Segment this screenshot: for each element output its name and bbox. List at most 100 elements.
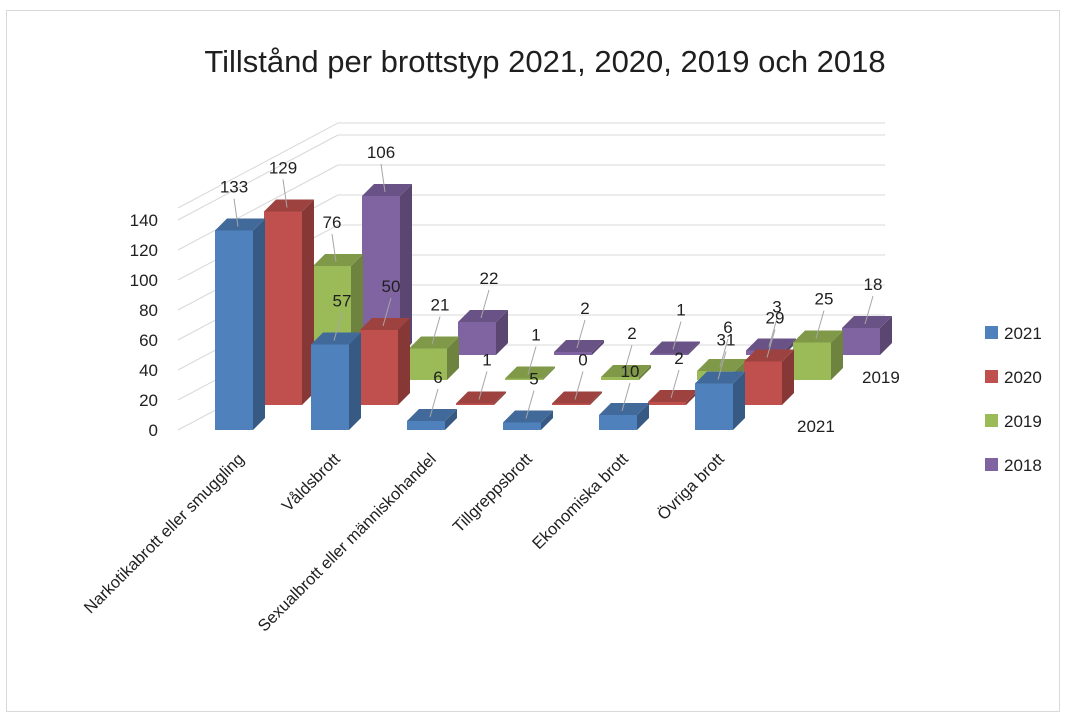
bar-front	[793, 342, 831, 380]
data-label: 0	[578, 351, 587, 370]
leader-line	[480, 289, 490, 319]
bar-side	[445, 409, 457, 430]
bar-top	[458, 310, 508, 322]
data-label: 1	[531, 326, 540, 345]
data-label: 6	[433, 368, 442, 387]
bar-2018-5	[842, 316, 892, 355]
data-label: 133	[220, 178, 248, 197]
bar-side	[733, 371, 745, 430]
bar-front	[311, 344, 349, 430]
bar-top	[264, 199, 314, 212]
leader-line	[331, 233, 337, 263]
bar-top	[456, 391, 506, 404]
bar-front	[744, 361, 782, 405]
leader-line	[525, 390, 535, 419]
data-label: 6	[723, 318, 732, 337]
y-tick-label: 20	[139, 391, 158, 410]
data-label: 29	[766, 309, 785, 328]
bar-2021-1	[311, 332, 361, 430]
category-label: Sexualbrott eller människohandel	[255, 450, 440, 635]
leader-line	[382, 297, 392, 327]
bar-side	[400, 184, 412, 355]
bar-front	[552, 403, 590, 405]
category-label: Våldsbrott	[279, 450, 345, 516]
data-label: 2	[580, 299, 589, 318]
data-label: 2	[674, 349, 683, 368]
y-tick-label: 80	[139, 301, 158, 320]
bar-2018-2	[554, 340, 604, 355]
leader-line	[623, 344, 633, 374]
bar-side	[541, 410, 553, 430]
bar-front	[650, 353, 688, 355]
data-label: 18	[864, 275, 883, 294]
bar-2019-5	[793, 330, 843, 380]
bar-top	[793, 330, 843, 343]
depth-axis-label: 2019	[862, 368, 900, 387]
chart-title: Tillstånd per brottstyp 2021, 2020, 2019…	[204, 44, 885, 79]
bar-front	[842, 328, 880, 355]
bar-2021-2	[407, 409, 457, 430]
depth-axis-label: 2021	[797, 417, 835, 436]
bar-top	[505, 366, 555, 379]
bar-top	[744, 349, 794, 362]
bar-2020-2	[456, 391, 506, 405]
bar-top	[601, 365, 651, 377]
category-label: Övriga brott	[654, 450, 728, 524]
leader-line	[670, 369, 680, 399]
data-label: 57	[333, 292, 352, 311]
leader-line	[717, 351, 727, 380]
bar-top	[407, 409, 457, 421]
bar-side	[253, 218, 265, 430]
bar-front	[458, 322, 496, 355]
bar-side	[398, 318, 410, 405]
y-axis-ticks: 0 20 40 60 80 100 120 140	[130, 211, 158, 440]
data-label: 1	[482, 351, 491, 370]
bar-side	[637, 403, 649, 430]
legend-item-2018: 2018	[985, 456, 1042, 475]
bar-top	[362, 184, 412, 196]
data-label: 5	[529, 370, 538, 389]
data-label: 50	[382, 277, 401, 296]
bar-top	[842, 316, 892, 328]
bar-front	[264, 211, 302, 405]
bar-2019-1	[409, 336, 459, 380]
bar-2021-3	[503, 410, 553, 430]
leader-line	[621, 382, 631, 412]
bar-front	[505, 378, 543, 380]
y-tick-label: 100	[130, 271, 158, 290]
legend-swatch	[985, 414, 998, 427]
leader-line	[766, 329, 776, 358]
legend-item-2021: 2021	[985, 324, 1042, 343]
bar-2020-1	[360, 318, 410, 405]
bar-side	[447, 336, 459, 380]
bar-top	[215, 218, 265, 231]
bar-side	[494, 391, 506, 405]
legend-swatch	[985, 370, 998, 383]
bar-top	[311, 332, 361, 345]
data-label: 21	[431, 296, 450, 315]
bar-side	[592, 340, 604, 355]
data-label: 2	[627, 324, 636, 343]
bar-top	[554, 340, 604, 352]
bar-2021-0	[215, 218, 265, 430]
leader-line	[672, 321, 682, 350]
leader-line	[815, 310, 825, 339]
bar-top	[360, 318, 410, 330]
bar-side	[590, 391, 602, 405]
bar-front	[554, 352, 592, 355]
bar-top	[313, 254, 363, 266]
y-tick-label: 40	[139, 361, 158, 380]
category-label: Narkotikabrott eller smuggling	[81, 450, 248, 617]
bar-front	[456, 403, 494, 405]
bar-side	[831, 330, 843, 380]
leader-line	[233, 198, 239, 227]
legend-label: 2020	[1004, 368, 1042, 387]
leader-line	[478, 371, 488, 400]
bar-2021-5	[695, 371, 745, 430]
leader-line	[380, 163, 386, 193]
bar-top	[503, 410, 553, 423]
bar-front	[360, 330, 398, 405]
leader-line	[431, 316, 441, 345]
bar-front	[409, 348, 447, 380]
bar-front	[601, 377, 639, 380]
